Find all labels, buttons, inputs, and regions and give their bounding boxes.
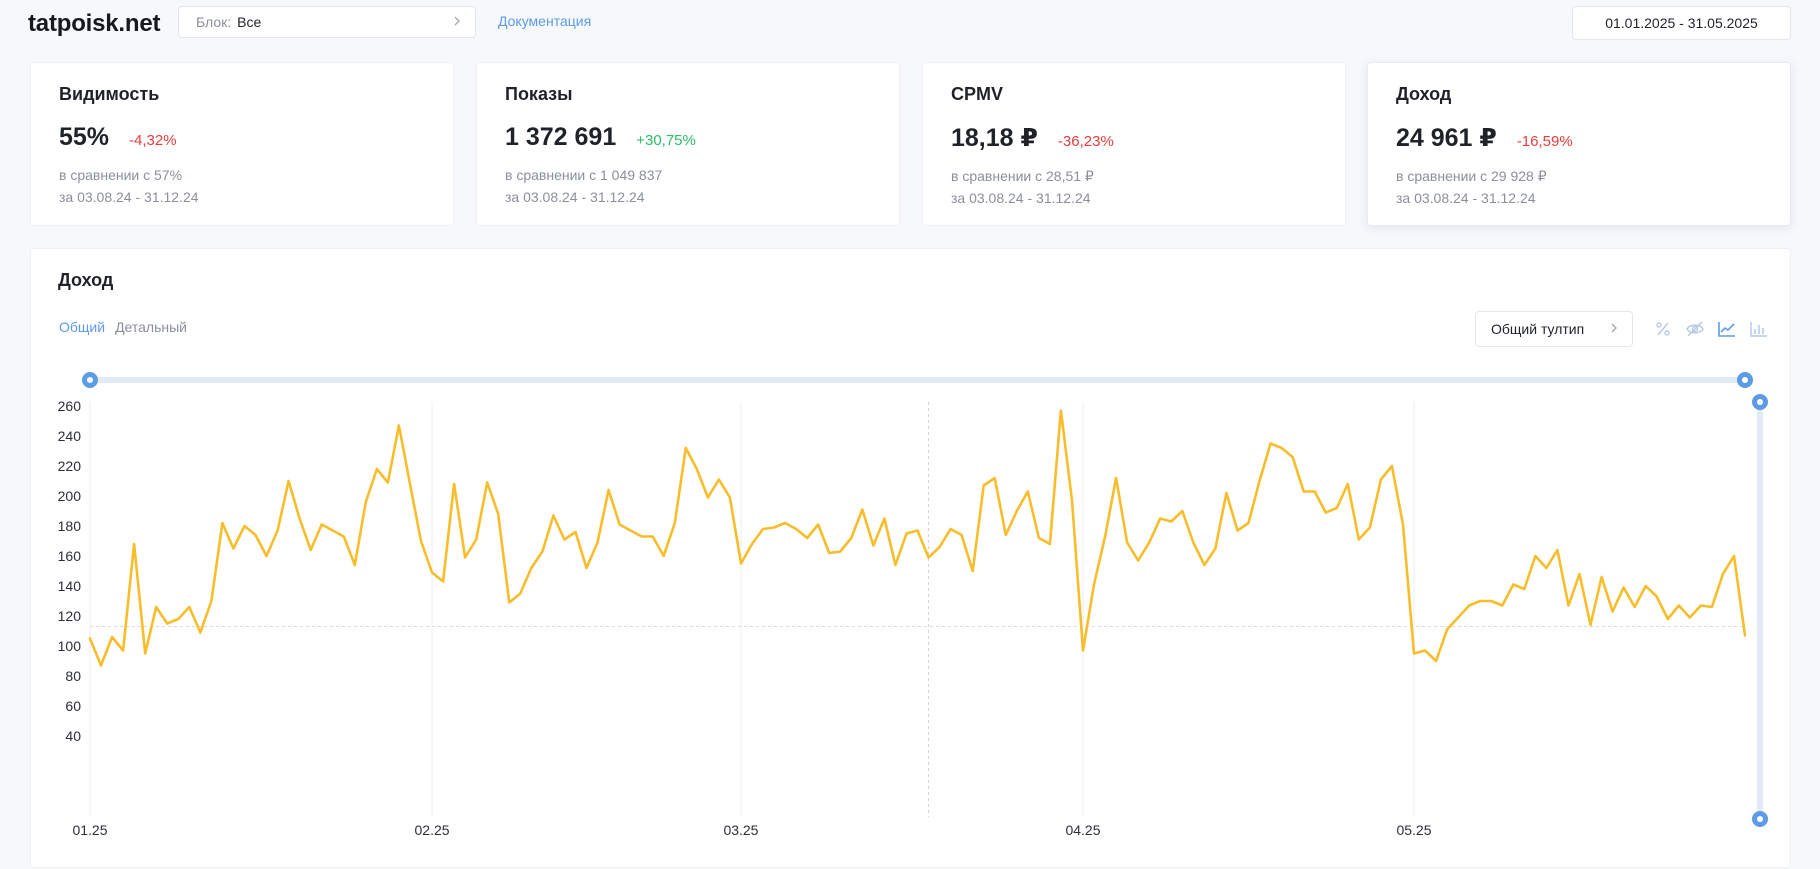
y-tick-label: 200 <box>58 488 82 504</box>
card-compare: в сравнении с 1 049 837 <box>505 167 663 183</box>
block-select[interactable]: Блок: Все <box>178 6 476 38</box>
eye-off-icon[interactable] <box>1683 317 1707 341</box>
line-chart-icon[interactable] <box>1715 317 1739 341</box>
docs-link[interactable]: Документация <box>498 13 592 29</box>
series-line <box>88 409 1747 667</box>
x-tick-label: 03.25 <box>723 822 758 838</box>
card-delta: -36,23% <box>1057 133 1114 150</box>
card-period: за 03.08.24 - 31.12.24 <box>59 189 199 205</box>
x-tick-label: 04.25 <box>1065 822 1100 838</box>
card-period: за 03.08.24 - 31.12.24 <box>505 189 645 205</box>
card-compare: в сравнении с 29 928 ₽ <box>1396 168 1547 184</box>
y-tick-label: 100 <box>58 638 82 654</box>
handle-dot <box>1757 399 1763 405</box>
card-value: 24 961 ₽ <box>1396 124 1497 152</box>
y-tick-label: 220 <box>58 458 82 474</box>
panel-title: Доход <box>58 270 114 290</box>
tab-detailed[interactable]: Детальный <box>115 319 187 335</box>
card-period: за 03.08.24 - 31.12.24 <box>1396 190 1536 206</box>
date-range-picker[interactable]: 01.01.2025 - 31.05.2025 <box>1572 6 1791 40</box>
y-tick-label: 260 <box>58 398 82 414</box>
y-tick-label: 80 <box>65 668 81 684</box>
card-value: 18,18 ₽ <box>951 124 1038 152</box>
card-delta: -16,59% <box>1516 133 1573 150</box>
block-select-label: Блок: <box>196 14 232 30</box>
card-title: CPMV <box>951 84 1004 104</box>
revenue-chart-panel: Доход Общий Детальный Общий тултип <box>30 248 1791 868</box>
percent-icon[interactable] <box>1651 317 1675 341</box>
card-compare: в сравнении с 57% <box>59 167 183 183</box>
card-delta: -4,32% <box>129 132 177 149</box>
x-tick-label: 05.25 <box>1396 822 1431 838</box>
chart-toolbar <box>1651 317 1771 341</box>
card-value: 55% <box>59 123 110 151</box>
chevron-right-icon <box>1610 321 1618 337</box>
logo[interactable]: tatpoisk.net <box>28 10 161 37</box>
y-tick-label: 120 <box>58 608 82 624</box>
y-tick-label: 40 <box>65 728 81 744</box>
y-tick-label: 60 <box>65 698 81 714</box>
chevron-right-icon <box>453 14 461 30</box>
kpi-card-cpmv[interactable]: CPMV 18,18 ₽ -36,23% в сравнении с 28,51… <box>922 62 1346 226</box>
bar-chart-icon[interactable] <box>1747 317 1771 341</box>
card-value: 1 372 691 <box>505 123 617 151</box>
block-select-value: Все <box>237 14 262 30</box>
tooltip-mode-select[interactable]: Общий тултип <box>1475 311 1633 347</box>
revenue-line-chart: 40 60 80 100 120 140 160 180 200 220 240 260 01.25 02… <box>58 372 1768 838</box>
handle-dot <box>87 377 93 383</box>
kpi-card-revenue[interactable]: Доход 24 961 ₽ -16,59% в сравнении с 29 … <box>1367 62 1791 226</box>
tooltip-mode-value: Общий тултип <box>1491 321 1585 337</box>
y-tick-label: 180 <box>58 518 82 534</box>
y-tick-label: 140 <box>58 578 82 594</box>
x-tick-label: 01.25 <box>72 822 107 838</box>
handle-dot <box>1742 377 1748 383</box>
kpi-card-visibility[interactable]: Видимость 55% -4,32% в сравнении с 57% з… <box>30 62 454 226</box>
kpi-card-impressions[interactable]: Показы 1 372 691 +30,75% в сравнении с 1… <box>476 62 900 226</box>
handle-dot <box>1757 816 1763 822</box>
card-delta: +30,75% <box>636 132 696 149</box>
card-title: Доход <box>1396 84 1452 104</box>
y-tick-label: 160 <box>58 548 82 564</box>
tab-general[interactable]: Общий <box>59 319 106 335</box>
card-period: за 03.08.24 - 31.12.24 <box>951 190 1091 206</box>
card-title: Видимость <box>59 84 160 104</box>
y-tick-label: 240 <box>58 428 82 444</box>
x-tick-label: 02.25 <box>415 822 450 838</box>
chart-mode-tabs: Общий Детальный <box>59 319 187 335</box>
card-title: Показы <box>505 84 573 104</box>
card-compare: в сравнении с 28,51 ₽ <box>951 168 1094 184</box>
